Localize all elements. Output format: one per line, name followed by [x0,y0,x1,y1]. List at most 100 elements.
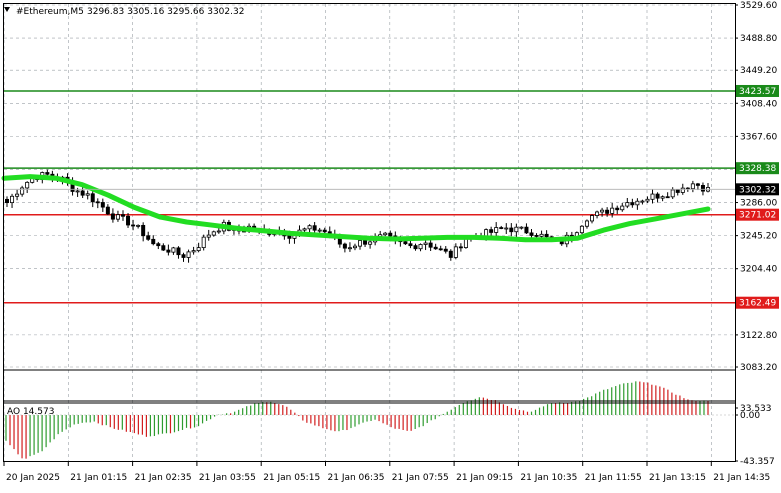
support-resistance-levels [4,90,735,304]
y-tick-label: 3488.80 [740,34,777,44]
triangle-down-icon[interactable] [4,7,10,12]
candle-body [191,250,196,253]
candle-body [317,229,322,232]
level-tag [736,296,779,309]
candle-body [80,190,85,196]
candle-body [423,242,428,245]
ao-indicator-label: AO 14.573 [7,407,54,417]
candle-body [690,183,695,190]
candle-body [590,215,595,222]
candle-body [650,193,655,200]
y-tick-label: 3367.60 [740,132,777,142]
candle-body [489,229,494,233]
candle-body [660,196,665,199]
candle-body [625,202,630,207]
candle-body [20,187,25,195]
candle-body [640,200,645,203]
candle-body [75,190,80,193]
candle-body [383,232,388,236]
candle-body [368,241,373,245]
candle-body [176,247,181,256]
y-tick-label: 3408.40 [740,99,777,109]
candle-body [110,213,115,220]
candle-body [579,225,584,234]
candle-body [610,207,615,214]
x-tick-label: 21 Jan 07:55 [392,473,449,483]
plot-border [3,3,736,462]
candle-body [358,240,363,247]
candle-body [171,247,176,253]
y-tick-label: 3083.20 [740,363,777,373]
axis-labels: 3529.603488.803449.203408.403367.603326.… [3,1,779,483]
candle-body [443,248,448,252]
candle-body [161,245,166,251]
candle-body [216,230,221,233]
candle-body [322,229,327,233]
level-tag-label: 3423.57 [739,87,776,97]
x-tick-label: 21 Jan 13:15 [649,473,706,483]
y-tick-label: 3286.00 [740,199,777,209]
candle-body [166,249,171,253]
ao-histogram [5,381,709,459]
ao-y-tick-label: 33.533 [740,404,772,414]
candle-body [428,242,433,248]
candle-body [499,227,504,229]
y-tick-label: 3122.80 [740,331,777,341]
candle-body [95,201,100,204]
candle-body [534,235,539,237]
candle-body [695,183,700,186]
candle-body [458,246,463,249]
y-tick-label: 3245.20 [740,232,777,242]
x-tick-label: 21 Jan 03:55 [199,473,256,483]
candle-body [15,193,20,197]
candle-body [403,241,408,245]
candle-body [539,233,544,237]
candle-body [302,228,307,231]
candle-body [100,202,105,208]
candle-body [453,246,458,258]
candle-body [146,235,151,240]
candle-body [509,227,514,233]
candle-body [363,240,368,245]
candle-body [307,225,312,230]
candle-body [438,248,443,251]
x-tick-label: 21 Jan 14:35 [713,473,770,483]
candle-body [136,224,141,227]
candle-body [115,214,120,220]
candle-body [504,227,509,230]
candle-body [605,209,610,214]
x-tick-label: 21 Jan 06:35 [328,473,385,483]
y-tick-label: 3204.40 [740,265,777,275]
y-tick-label: 3529.60 [740,1,777,11]
x-tick-label: 21 Jan 10:35 [520,473,577,483]
candle-body [700,185,705,192]
candle-body [670,189,675,198]
chart-grid [3,4,735,462]
candle-body [600,209,605,213]
x-tick-label: 20 Jan 2025 [6,473,60,483]
candle-body [45,172,50,175]
candle-body [645,198,650,202]
candle-body [519,226,524,229]
candle-body [105,206,110,215]
candle-body [342,243,347,249]
level-tag [736,84,779,97]
candle-body [494,227,499,233]
candle-body [186,251,191,258]
x-tick-label: 21 Jan 02:35 [135,473,192,483]
y-tick-label: 3449.20 [740,66,777,76]
candle-body [211,231,216,236]
x-tick-label: 21 Jan 05:15 [263,473,320,483]
candle-body [181,254,186,258]
ao-y-tick-label: 0.00 [740,411,760,421]
x-tick-label: 21 Jan 09:15 [456,473,513,483]
level-tag [736,162,779,175]
ao-y-tick-label: -43.357 [740,457,775,467]
candle-body [347,247,352,250]
candle-body [25,181,30,189]
candle-body [524,226,529,234]
candle-body [352,245,357,249]
candle-body [126,215,131,226]
